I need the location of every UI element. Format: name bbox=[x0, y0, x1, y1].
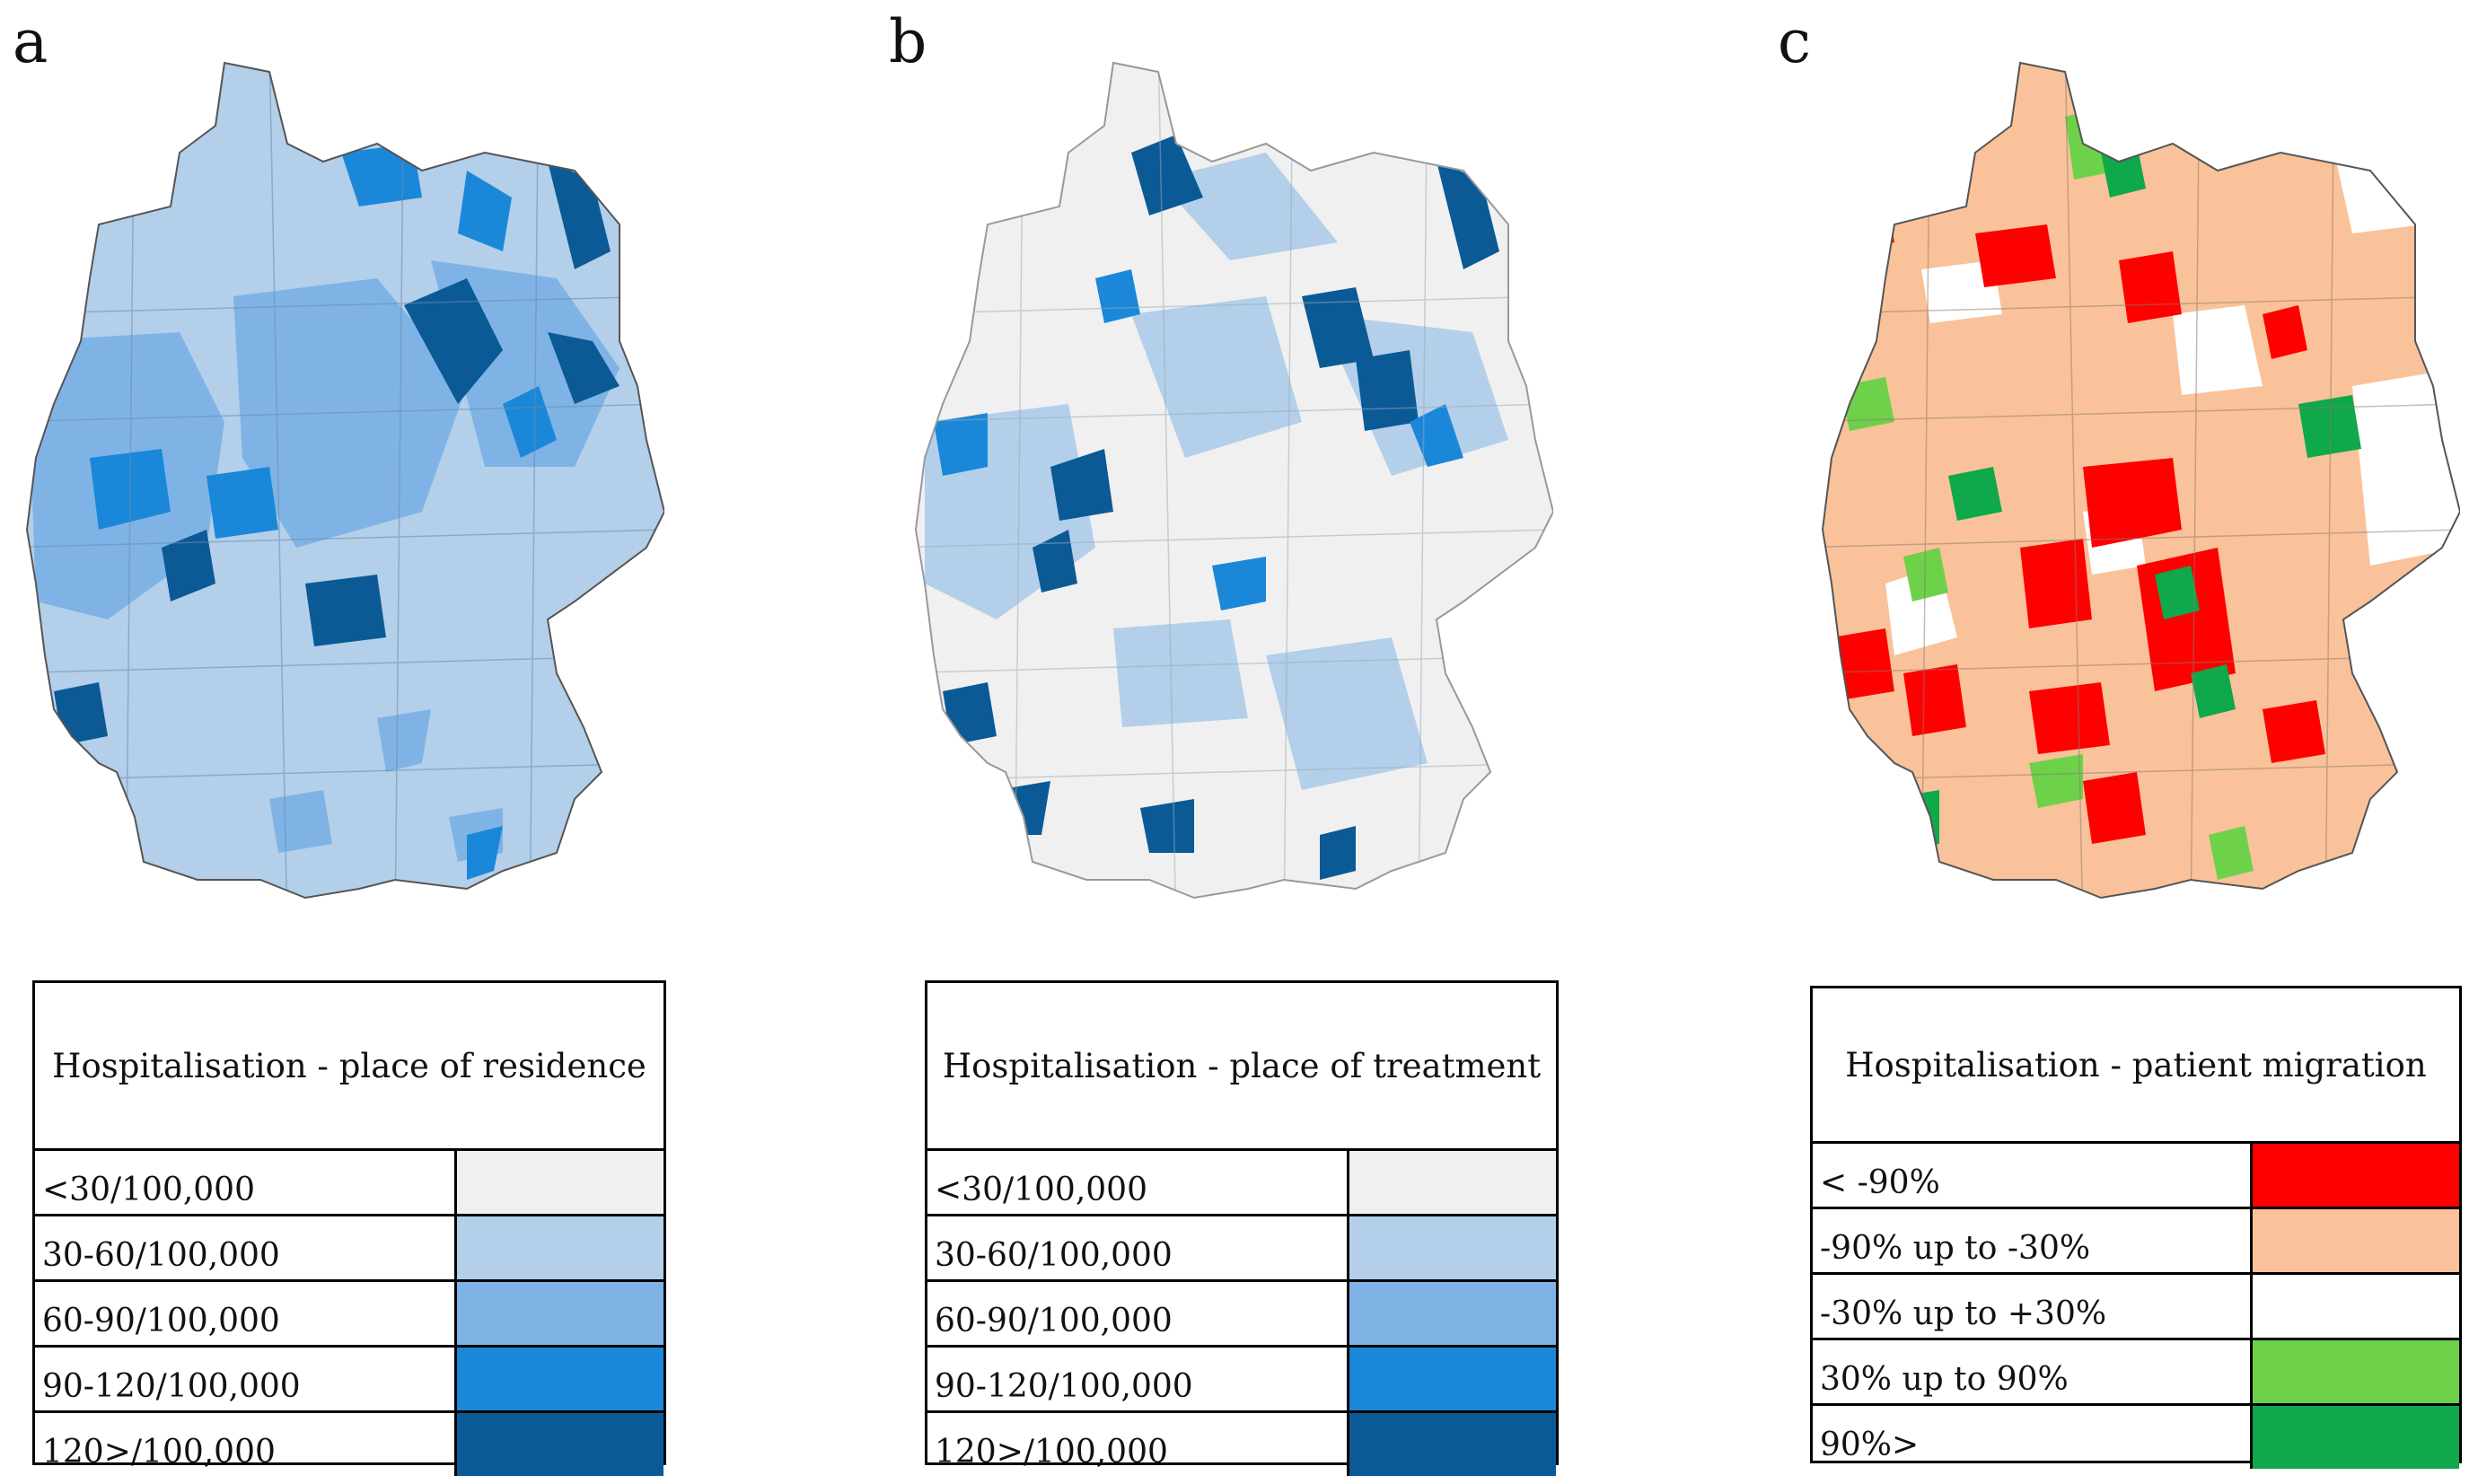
legend-swatch bbox=[454, 1348, 663, 1410]
legend-row: 30% up to 90% bbox=[1813, 1338, 2459, 1403]
legend-label: -90% up to -30% bbox=[1820, 1230, 2091, 1267]
legend-label: 90%> bbox=[1820, 1427, 1920, 1463]
legend-row: -30% up to +30% bbox=[1813, 1272, 2459, 1338]
legend-title: Hospitalisation - place of treatment bbox=[927, 983, 1556, 1151]
legend-label: 120>/100,000 bbox=[935, 1434, 1168, 1471]
legend-label: <30/100,000 bbox=[42, 1172, 255, 1208]
panel-c-label: c bbox=[1778, 7, 1811, 76]
legend-swatch bbox=[1347, 1151, 1556, 1214]
legend-panel-a: Hospitalisation - place of residence <30… bbox=[32, 980, 666, 1476]
legend-rows-a: <30/100,000 30-60/100,000 60-90/100,000 90-… bbox=[35, 1151, 663, 1476]
legend-panel-c: Hospitalisation - patient migration < -9… bbox=[1810, 986, 2462, 1469]
legend-swatch bbox=[1347, 1282, 1556, 1345]
legend-label: -30% up to +30% bbox=[1820, 1295, 2107, 1332]
panel-b-label: b bbox=[889, 7, 927, 76]
legend-label: 60-90/100,000 bbox=[42, 1303, 280, 1339]
legend-row: 90%> bbox=[1813, 1403, 2459, 1469]
legend-swatch bbox=[2250, 1144, 2459, 1207]
legend-label: 30-60/100,000 bbox=[42, 1237, 280, 1274]
legend-swatch bbox=[454, 1282, 663, 1345]
legend-row: 30-60/100,000 bbox=[35, 1214, 663, 1279]
legend-row: <30/100,000 bbox=[927, 1151, 1556, 1214]
legend-swatch bbox=[1347, 1348, 1556, 1410]
legend-rows-c: < -90% -90% up to -30% -30% up to +30% 30% … bbox=[1813, 1144, 2459, 1469]
legend-label: 90-120/100,000 bbox=[935, 1368, 1193, 1405]
legend-panel-b: Hospitalisation - place of treatment <30… bbox=[925, 980, 1559, 1476]
map-panel-b bbox=[889, 45, 1553, 934]
legend-label: 60-90/100,000 bbox=[935, 1303, 1173, 1339]
legend-title: Hospitalisation - place of residence bbox=[35, 983, 663, 1151]
map-panel-c bbox=[1796, 45, 2460, 934]
legend-swatch bbox=[2250, 1406, 2459, 1469]
legend-row: < -90% bbox=[1813, 1144, 2459, 1207]
legend-label: <30/100,000 bbox=[935, 1172, 1147, 1208]
panel-a-label: a bbox=[13, 7, 48, 76]
legend-row: 60-90/100,000 bbox=[35, 1279, 663, 1345]
legend-row: 120>/100,000 bbox=[927, 1410, 1556, 1476]
legend-swatch bbox=[454, 1413, 663, 1476]
legend-row: 30-60/100,000 bbox=[927, 1214, 1556, 1279]
legend-swatch bbox=[454, 1151, 663, 1214]
germany-map-treatment bbox=[914, 61, 1553, 900]
map-panel-a bbox=[0, 45, 664, 934]
germany-map-residence bbox=[25, 61, 664, 900]
legend-swatch bbox=[2250, 1275, 2459, 1338]
germany-map-migration bbox=[1821, 61, 2460, 900]
legend-label: 120>/100,000 bbox=[42, 1434, 276, 1471]
legend-swatch bbox=[1347, 1216, 1556, 1279]
legend-row: -90% up to -30% bbox=[1813, 1207, 2459, 1272]
legend-swatch bbox=[1347, 1413, 1556, 1476]
legend-swatch bbox=[2250, 1340, 2459, 1403]
legend-label: 30-60/100,000 bbox=[935, 1237, 1173, 1274]
legend-row: 60-90/100,000 bbox=[927, 1279, 1556, 1345]
legend-label: 30% up to 90% bbox=[1820, 1361, 2069, 1398]
legend-row: <30/100,000 bbox=[35, 1151, 663, 1214]
legend-row: 90-120/100,000 bbox=[35, 1345, 663, 1410]
legend-row: 90-120/100,000 bbox=[927, 1345, 1556, 1410]
legend-swatch bbox=[2250, 1209, 2459, 1272]
legend-title: Hospitalisation - patient migration bbox=[1813, 988, 2459, 1144]
legend-row: 120>/100,000 bbox=[35, 1410, 663, 1476]
legend-label: < -90% bbox=[1820, 1164, 1940, 1201]
legend-label: 90-120/100,000 bbox=[42, 1368, 301, 1405]
legend-swatch bbox=[454, 1216, 663, 1279]
legend-rows-b: <30/100,000 30-60/100,000 60-90/100,000 90-… bbox=[927, 1151, 1556, 1476]
